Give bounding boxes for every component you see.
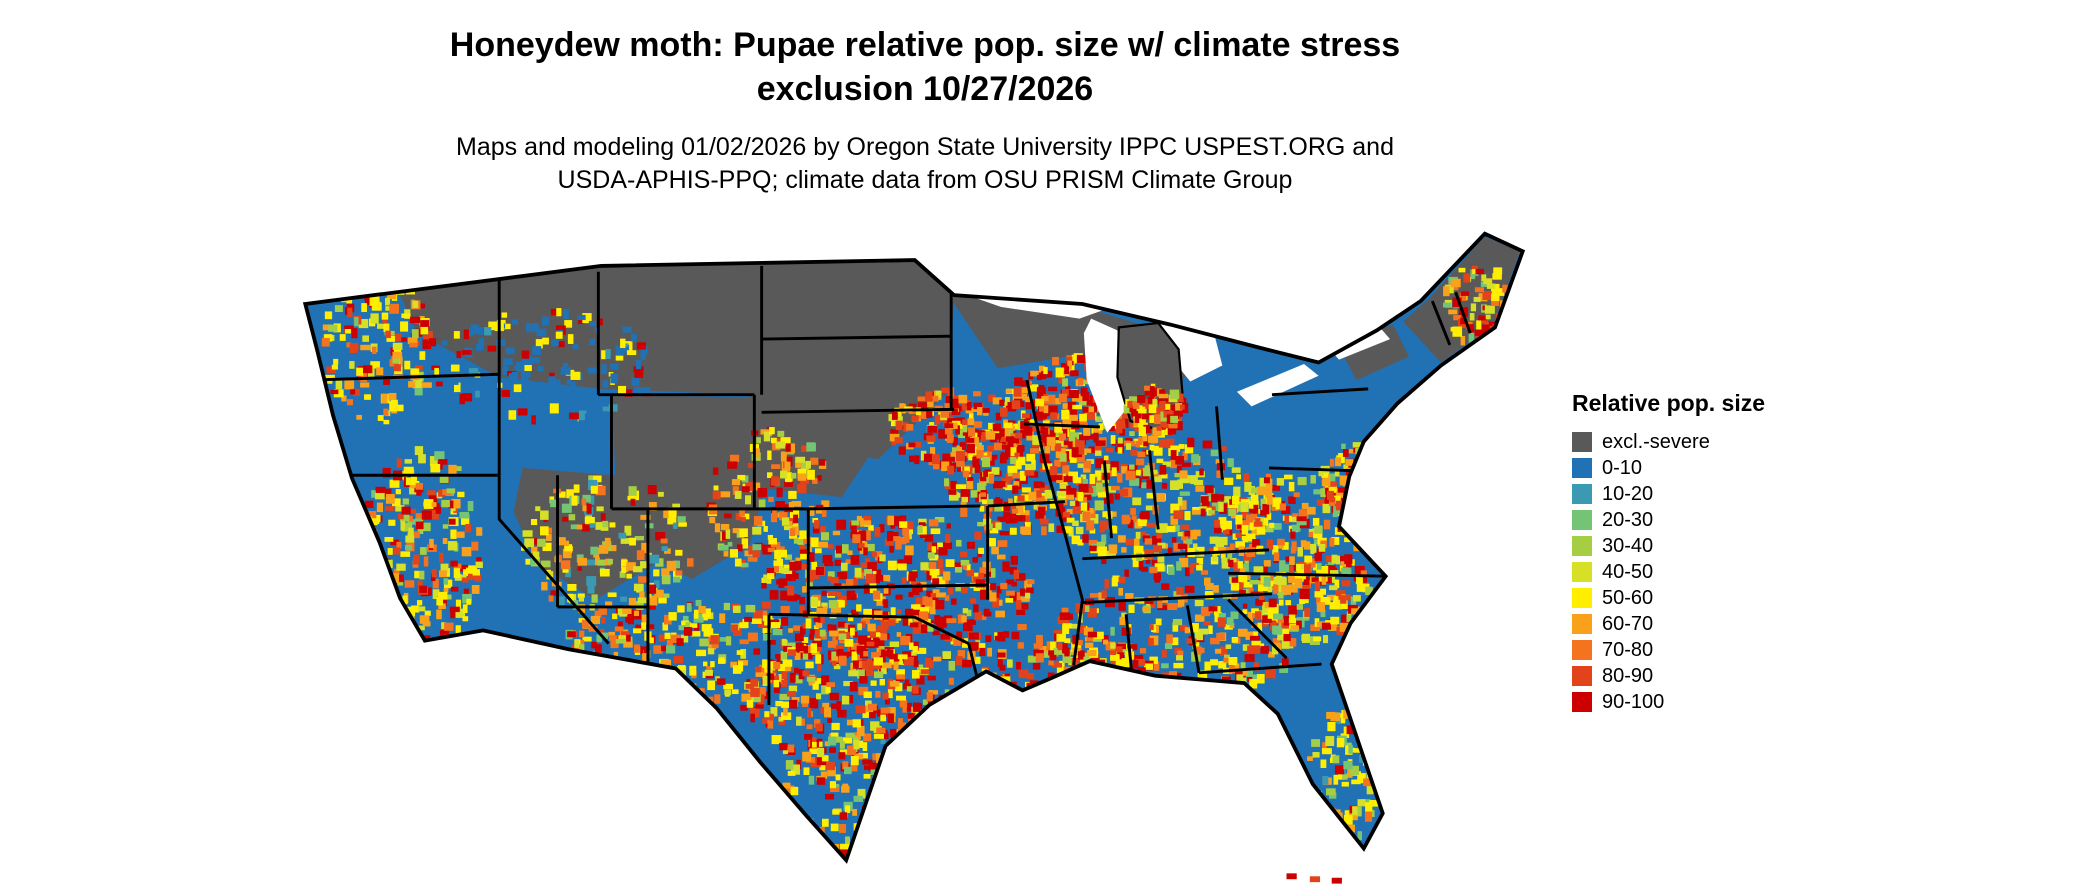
legend-title: Relative pop. size [1572, 390, 1766, 416]
legend-label: 60-70 [1602, 613, 1654, 635]
legend-label: 80-90 [1602, 665, 1654, 687]
figure-title: Honeydew moth: Pupae relative pop. size … [0, 24, 1850, 111]
legend-label: 30-40 [1602, 535, 1654, 557]
figure-title-line2: exclusion 10/27/2026 [756, 69, 1094, 108]
figure-subtitle-line2: USDA-APHIS-PPQ; climate data from OSU PR… [557, 166, 1293, 195]
legend-swatch [1572, 640, 1592, 660]
legend-item: 30-40 [1572, 533, 1765, 559]
legend-item: 50-60 [1572, 585, 1765, 611]
legend-item: 10-20 [1572, 481, 1765, 507]
legend-swatch [1572, 588, 1592, 608]
figure-subtitle-line1: Maps and modeling 01/02/2026 by Oregon S… [456, 133, 1394, 162]
legend-label: 10-20 [1602, 483, 1654, 505]
legend-item: 90-100 [1572, 689, 1765, 715]
legend-label: excl.-severe [1602, 431, 1710, 453]
legend-label: 70-80 [1602, 639, 1654, 661]
us-map [298, 222, 1530, 888]
figure-subtitle: Maps and modeling 01/02/2026 by Oregon S… [0, 131, 1850, 197]
figure-header: Honeydew moth: Pupae relative pop. size … [0, 24, 1850, 197]
legend-item: 60-70 [1572, 611, 1765, 637]
legend-item: 40-50 [1572, 559, 1765, 585]
legend-item: 80-90 [1572, 663, 1765, 689]
legend-swatch [1572, 432, 1592, 452]
legend-label: 40-50 [1602, 561, 1654, 583]
legend-label: 90-100 [1602, 691, 1665, 713]
legend-label: 50-60 [1602, 587, 1654, 609]
legend-label: 20-30 [1602, 509, 1654, 531]
legend-swatch [1572, 614, 1592, 634]
legend-swatch [1572, 458, 1592, 478]
legend-item: 70-80 [1572, 637, 1765, 663]
us-map-svg [302, 231, 1526, 884]
legend-swatch [1572, 666, 1592, 686]
legend-items: excl.-severe 0-10 10-20 20-30 30-40 40-50 50-6… [1572, 429, 1765, 715]
legend-item: excl.-severe [1572, 429, 1765, 455]
legend-swatch [1572, 692, 1592, 712]
legend-label: 0-10 [1602, 457, 1643, 479]
figure-title-line1: Honeydew moth: Pupae relative pop. size … [449, 26, 1401, 64]
legend-swatch [1572, 484, 1592, 504]
legend-item: 0-10 [1572, 455, 1765, 481]
legend-swatch [1572, 510, 1592, 530]
legend-swatch [1572, 536, 1592, 556]
legend-item: 20-30 [1572, 507, 1765, 533]
legend-swatch [1572, 562, 1592, 582]
legend: Relative pop. size excl.-severe 0-10 10-20… [1572, 390, 1765, 715]
